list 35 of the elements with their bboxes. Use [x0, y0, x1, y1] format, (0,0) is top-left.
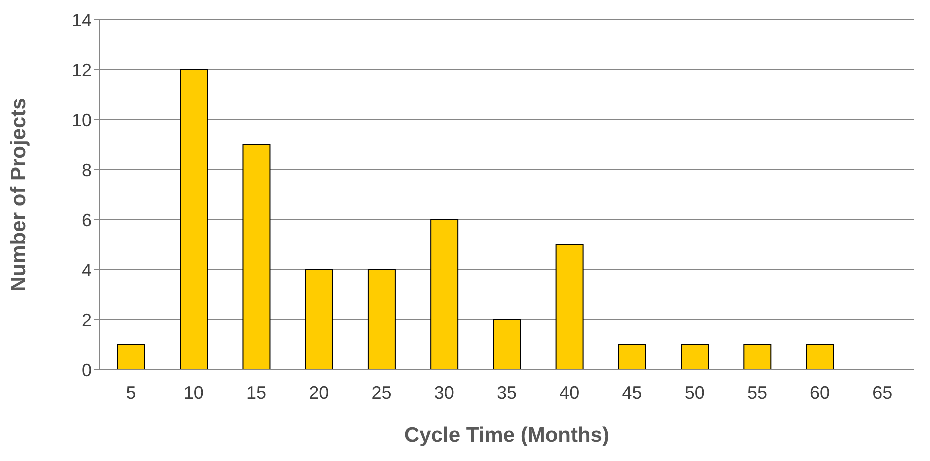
x-tick-label: 35	[496, 382, 518, 403]
x-tick-label: 20	[309, 382, 330, 403]
bar	[493, 320, 522, 370]
x-tick-label: 10	[184, 382, 204, 403]
y-tick-label: 6	[82, 210, 92, 230]
x-tick-label: 30	[434, 382, 454, 403]
x-tick-label: 60	[810, 382, 830, 403]
x-tick-label: 55	[747, 382, 768, 403]
x-tick-label: 40	[560, 382, 580, 403]
bar	[744, 344, 772, 370]
y-tick-label: 10	[72, 110, 92, 130]
y-tick-label: 14	[72, 10, 92, 30]
y-tick-label: 2	[82, 310, 92, 330]
y-tick-label: 0	[82, 360, 92, 380]
x-tick-label: 65	[872, 382, 893, 403]
bar	[180, 70, 208, 370]
bar	[368, 270, 396, 370]
bar	[118, 344, 146, 370]
bar	[618, 344, 646, 370]
x-tick-label: 50	[684, 382, 705, 403]
y-tick-label: 4	[82, 260, 92, 280]
x-tick-label: 5	[126, 382, 136, 403]
x-tick-label: 15	[246, 382, 267, 403]
x-tick-label: 45	[622, 382, 642, 403]
bar	[806, 344, 834, 370]
bar	[430, 220, 459, 370]
y-axis-title: Number of Projects	[7, 98, 30, 292]
bar	[556, 244, 584, 370]
bar	[305, 270, 334, 370]
x-tick-label: 25	[372, 382, 392, 403]
bar	[242, 144, 271, 370]
y-tick-label: 12	[72, 60, 92, 80]
x-axis-title: Cycle Time (Months)	[404, 424, 610, 447]
bar	[681, 344, 710, 370]
y-tick-label: 8	[82, 160, 92, 180]
